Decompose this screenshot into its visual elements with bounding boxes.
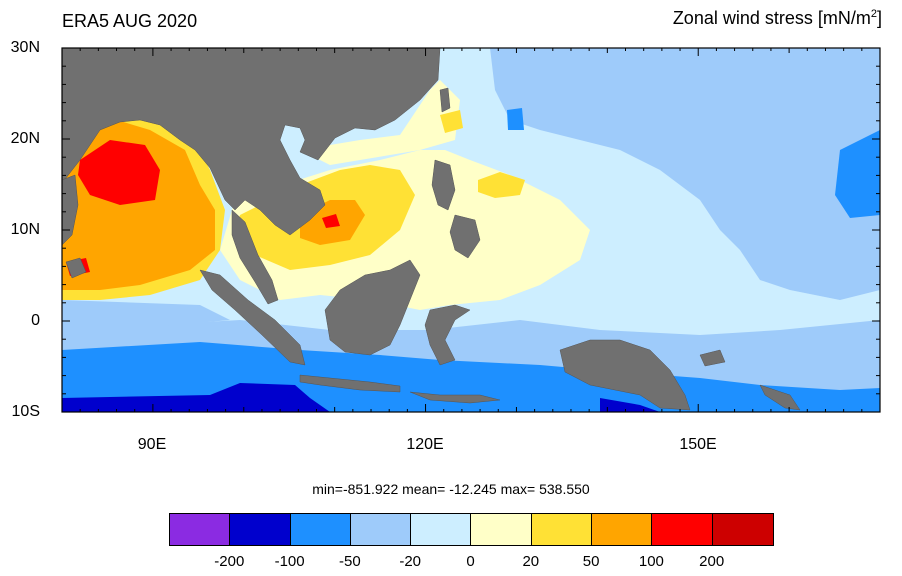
x-label-90e: 90E — [137, 436, 167, 453]
map-title-left: ERA5 AUG 2020 — [62, 11, 198, 31]
field-neg50-north-pacific — [835, 130, 880, 218]
colorbar-swatch-8 — [652, 514, 713, 545]
field-statistics: min=-851.922 mean= -12.245 max= 538.550 — [312, 481, 590, 497]
field-pos0-north — [300, 80, 460, 165]
y-label-0: 0 — [31, 312, 40, 329]
field-neg20-indian — [62, 300, 230, 335]
colorbar-label-0: -200 — [214, 553, 245, 570]
field-neg100-png — [600, 398, 660, 412]
land-philippines-mindanao — [449, 214, 481, 259]
land-java — [299, 374, 401, 393]
colorbar — [169, 513, 774, 546]
map-field — [62, 48, 880, 412]
y-label-10s: 10S — [11, 403, 40, 420]
map-ticks — [61, 47, 881, 413]
colorbar-swatch-1 — [230, 514, 291, 545]
colorbar-swatch-9 — [712, 514, 773, 545]
land-sumatra — [199, 269, 306, 366]
title-right-superscript: 2 — [870, 8, 877, 20]
colorbar-swatch-2 — [290, 514, 351, 545]
colorbar-label-5: 20 — [522, 553, 540, 570]
colorbar-label-1: -100 — [274, 553, 305, 570]
land-taiwan — [439, 87, 451, 113]
colorbar-swatch-6 — [531, 514, 593, 545]
land-bismarck — [699, 349, 726, 367]
land-srilanka — [65, 257, 87, 279]
land-malay-peninsula — [231, 209, 279, 305]
field-pos20-north-blob — [440, 110, 463, 133]
colorbar-label-8: 200 — [699, 553, 725, 570]
land-solomon — [759, 384, 801, 411]
x-label-120e: 120E — [406, 436, 444, 453]
colorbar-swatch-3 — [350, 514, 412, 545]
land-borneo — [324, 259, 421, 356]
land-nusa-tenggara — [409, 391, 501, 404]
field-neg100-south — [62, 383, 330, 412]
land-philippines-luzon — [431, 159, 456, 211]
colorbar-swatch-5 — [471, 514, 532, 545]
title-right-close: ] — [876, 8, 882, 28]
field-neg20-north-pacific — [490, 48, 880, 300]
colorbar-label-6: 50 — [582, 553, 600, 570]
field-pos20-phil-sea — [478, 172, 525, 198]
map-title-right: Zonal wind stress [mN/m2] — [673, 8, 882, 29]
colorbar-label-4: 0 — [466, 553, 475, 570]
colorbar-swatch-0 — [170, 514, 231, 545]
land-india-tip — [62, 174, 79, 246]
field-pos100-scs-blob — [322, 214, 340, 228]
colorbar-swatch-4 — [411, 514, 472, 545]
land — [62, 48, 801, 411]
field-pos100-indian — [78, 140, 160, 205]
title-right-text: Zonal wind stress [mN/m — [672, 8, 871, 28]
colorbar-swatch-7 — [592, 514, 653, 545]
field-neg50-small — [507, 108, 524, 130]
land-sulawesi — [424, 304, 471, 366]
colorbar-label-3: -20 — [399, 553, 422, 570]
y-label-30n: 30N — [10, 39, 40, 56]
x-label-150e: 150E — [679, 436, 717, 453]
wind-stress-map — [61, 47, 881, 413]
y-label-10n: 10N — [10, 221, 40, 238]
colorbar-label-7: 100 — [638, 553, 664, 570]
land-new-guinea — [559, 339, 691, 411]
land-asia — [62, 48, 441, 236]
colorbar-label-2: -50 — [339, 553, 361, 570]
y-label-20n: 20N — [10, 130, 40, 147]
